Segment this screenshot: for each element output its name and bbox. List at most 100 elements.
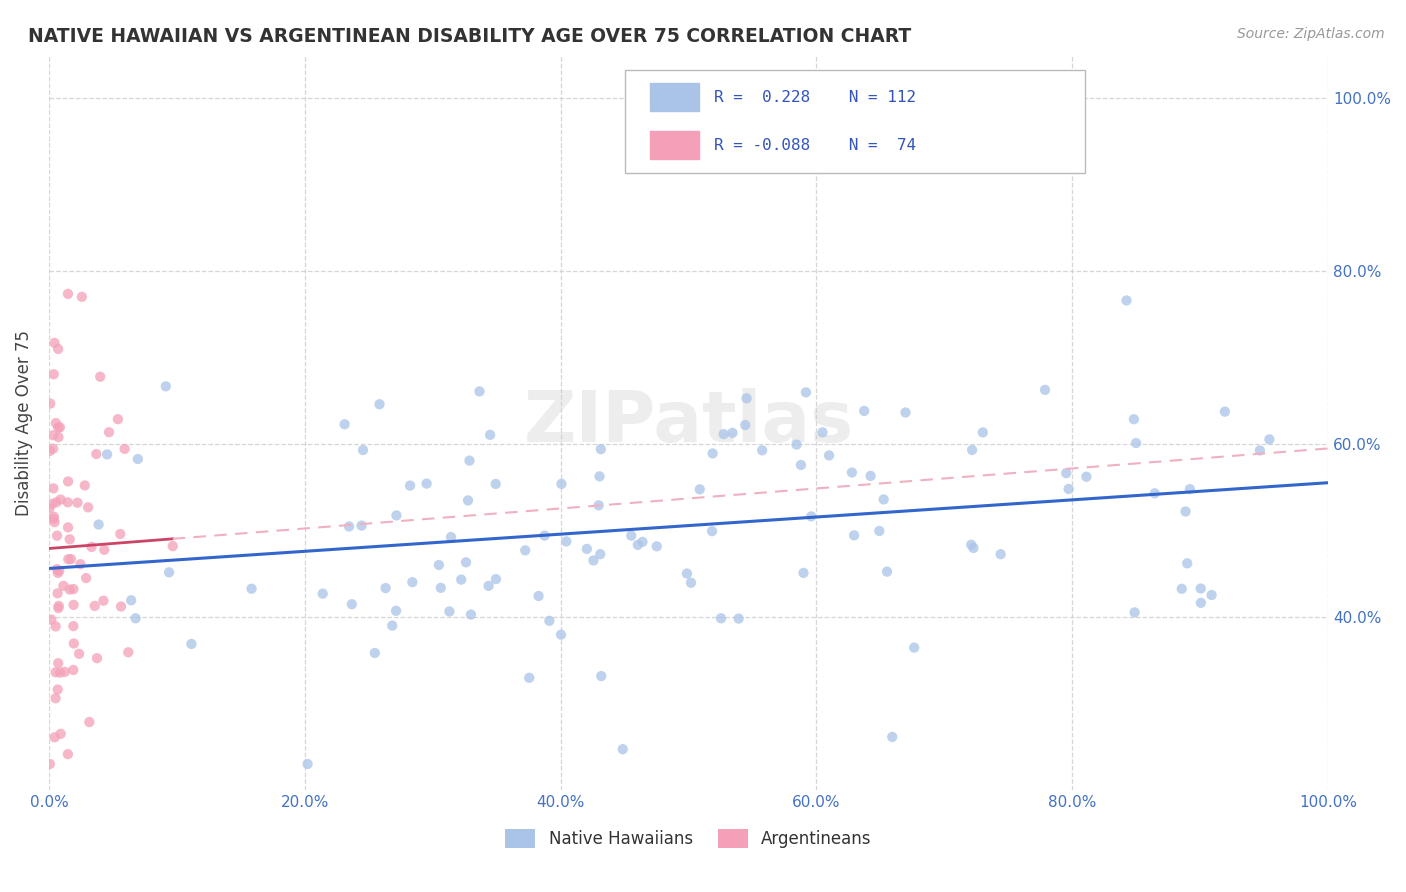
Point: [439, 604, 461, 618]
Point: [89, 369, 111, 384]
Point: [63, 636, 86, 650]
Point: [588, 499, 610, 513]
Legend: Native Hawaiians, Argentineans: Native Hawaiians, Argentineans: [499, 822, 879, 855]
Point: [627, 538, 650, 552]
Point: [550, 628, 572, 642]
Text: ZIPatlas: ZIPatlas: [523, 388, 853, 457]
Text: NATIVE HAWAIIAN VS ARGENTINEAN DISABILITY AGE OVER 75 CORRELATION CHART: NATIVE HAWAIIAN VS ARGENTINEAN DISABILIT…: [28, 27, 911, 45]
Point: [46, 342, 69, 356]
Point: [46, 529, 69, 543]
Point: [790, 458, 813, 472]
Point: [73, 478, 96, 492]
Point: [427, 558, 450, 572]
Point: [46, 682, 69, 697]
Point: [69, 558, 91, 572]
Point: [1249, 443, 1271, 458]
Point: [589, 547, 612, 561]
Point: [713, 427, 735, 442]
Point: [1125, 436, 1147, 450]
Point: [240, 582, 263, 596]
Point: [45, 495, 67, 509]
Point: [527, 589, 550, 603]
Point: [1189, 582, 1212, 596]
Point: [52, 579, 75, 593]
Bar: [650, 131, 699, 159]
Point: [792, 566, 814, 580]
Point: [297, 756, 319, 771]
Point: [401, 575, 423, 590]
Point: [450, 573, 472, 587]
Point: [49, 420, 72, 434]
Point: [415, 476, 437, 491]
Point: [75, 571, 97, 585]
Point: [399, 478, 422, 492]
Point: [42, 481, 65, 495]
Point: [39, 396, 62, 410]
Point: [46, 420, 69, 434]
Point: [689, 483, 711, 497]
Point: [458, 453, 481, 467]
Point: [1123, 606, 1146, 620]
Point: [460, 607, 482, 622]
Point: [42, 509, 65, 524]
Point: [42, 512, 65, 526]
Point: [903, 640, 925, 655]
Point: [882, 730, 904, 744]
Bar: [650, 84, 699, 112]
Point: [800, 509, 823, 524]
Point: [59, 552, 82, 566]
Point: [368, 397, 391, 411]
Point: [1189, 596, 1212, 610]
Point: [107, 412, 129, 426]
Point: [312, 587, 335, 601]
Point: [811, 425, 834, 440]
Point: [41, 497, 63, 511]
Text: R = -0.088    N =  74: R = -0.088 N = 74: [714, 137, 917, 153]
Point: [162, 539, 184, 553]
Point: [1175, 557, 1198, 571]
Text: Source: ZipAtlas.com: Source: ZipAtlas.com: [1237, 27, 1385, 41]
Point: [960, 442, 983, 457]
Point: [117, 645, 139, 659]
Point: [591, 669, 613, 683]
Point: [41, 613, 63, 627]
Point: [77, 500, 100, 515]
Point: [67, 647, 90, 661]
Point: [352, 442, 374, 457]
Point: [477, 579, 499, 593]
Point: [454, 555, 477, 569]
Point: [49, 492, 72, 507]
Point: [48, 599, 70, 613]
Text: R =  0.228    N = 112: R = 0.228 N = 112: [714, 90, 917, 105]
Point: [1178, 482, 1201, 496]
Point: [485, 572, 508, 586]
Point: [86, 651, 108, 665]
Point: [702, 446, 724, 460]
Point: [457, 493, 479, 508]
Point: [1054, 466, 1077, 480]
Point: [83, 599, 105, 613]
Point: [48, 564, 70, 578]
Point: [1122, 412, 1144, 426]
Point: [45, 619, 67, 633]
Point: [364, 646, 387, 660]
Point: [56, 520, 79, 534]
Point: [751, 443, 773, 458]
Point: [962, 541, 984, 555]
Point: [876, 565, 898, 579]
Point: [56, 475, 79, 489]
Point: [49, 665, 72, 680]
Point: [42, 442, 65, 456]
Point: [1171, 582, 1194, 596]
Point: [679, 575, 702, 590]
Point: [588, 469, 610, 483]
Point: [79, 714, 101, 729]
Point: [155, 379, 177, 393]
Point: [555, 534, 578, 549]
Point: [721, 425, 744, 440]
Point: [44, 335, 66, 350]
Point: [550, 476, 572, 491]
Point: [62, 582, 84, 596]
FancyBboxPatch shape: [624, 70, 1085, 173]
Point: [1115, 293, 1137, 308]
